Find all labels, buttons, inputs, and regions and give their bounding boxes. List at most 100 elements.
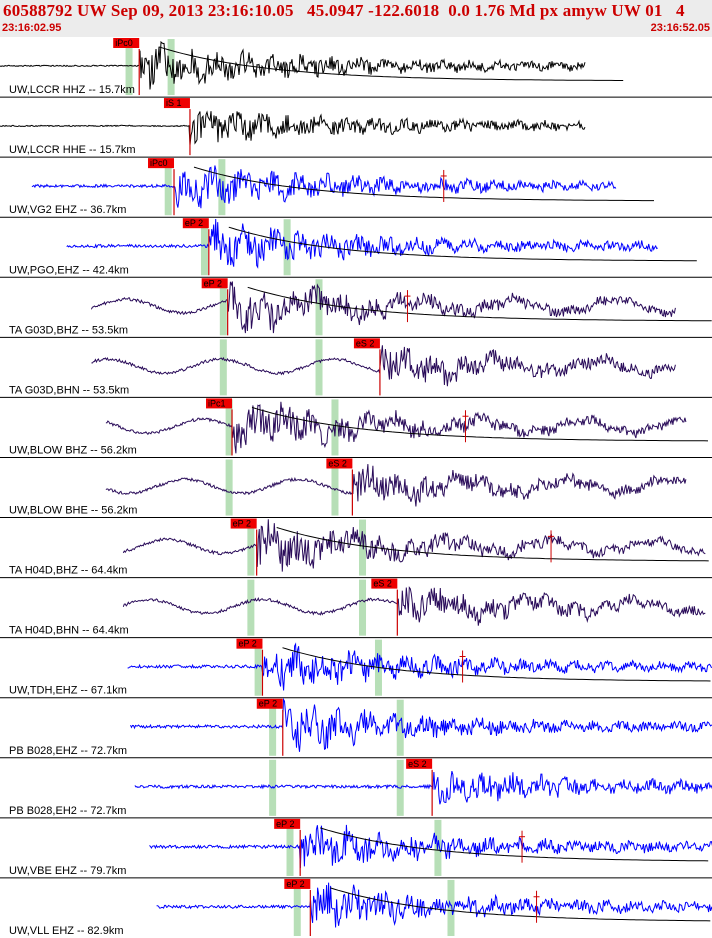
pick-flag <box>371 578 398 589</box>
event-title: 60588792 UW Sep 09, 2013 23:16:10.05 45.… <box>3 1 685 20</box>
waveform <box>105 464 687 507</box>
pick-label: eP 2 <box>204 278 222 288</box>
pick-flag <box>182 218 209 229</box>
waveform <box>0 110 586 146</box>
trace-row: eS 2 TA H04D,BHN -- 64.4km <box>0 577 712 637</box>
coda-curve <box>251 406 709 442</box>
pick-flag <box>236 638 263 649</box>
station-label: UW,LCCR HHZ -- 15.7km <box>9 84 135 96</box>
trace-row: iPc0 UW,LCCR HHZ -- 15.7km <box>0 38 624 96</box>
window-band <box>254 639 262 696</box>
window-band <box>167 39 175 96</box>
waveform <box>134 770 712 805</box>
trace-row: eP 2 UW,VBE EHZ -- 79.7km <box>0 817 712 877</box>
pick-label: eS 2 <box>356 338 375 348</box>
pick-flag <box>113 38 140 48</box>
waveform <box>130 697 712 752</box>
pick-label: eP 2 <box>259 699 277 709</box>
window-band <box>219 279 227 336</box>
window-band <box>315 339 323 396</box>
trace-row: iPc0 UW,VG2 EHZ -- 36.7km <box>0 156 712 216</box>
pick-flag <box>353 338 380 349</box>
pick-label: eP 2 <box>233 519 251 529</box>
window-band <box>359 519 367 576</box>
pick-label: iS 1 <box>166 98 182 108</box>
coda-curve <box>282 647 711 682</box>
pick-label: eP 2 <box>276 819 294 829</box>
window-band <box>225 459 233 516</box>
trace-row: eP 2 UW,PGO,EHZ -- 42.4km <box>0 216 712 276</box>
end-time: 23:16:52.05 <box>650 22 710 34</box>
trace-row: eP 2 PB B028,EHZ -- 72.7km <box>0 697 712 757</box>
coda-curve <box>320 827 709 862</box>
station-label: UW,BLOW BHE -- 56.2km <box>9 505 137 517</box>
waveform <box>31 165 617 209</box>
window-band <box>315 279 323 336</box>
coda-curve <box>276 527 709 562</box>
coda-curve <box>330 887 711 922</box>
waveform <box>122 586 706 626</box>
pick-label: eS 2 <box>328 458 347 468</box>
waveform <box>90 281 676 334</box>
seismogram-panel: iPc0 UW,LCCR HHZ -- 15.7km iS 1 UW,LCCR HHE… <box>0 38 712 937</box>
pick-flag <box>163 98 190 109</box>
start-time: 23:16:02.95 <box>2 22 62 34</box>
trace-row: eS 2 TA G03D,BHN -- 53.5km <box>0 336 712 396</box>
station-label: UW,BLOW BHZ -- 56.2km <box>9 444 137 456</box>
station-label: UW,PGO,EHZ -- 42.4km <box>9 264 129 276</box>
window-band <box>219 339 227 396</box>
station-label: TA H04D,BHN -- 64.4km <box>9 625 129 637</box>
pick-flag <box>274 818 301 829</box>
station-label: UW,LCCR HHE -- 15.7km <box>9 144 136 156</box>
pick-label: iPc0 <box>115 38 133 48</box>
window-band <box>293 879 301 936</box>
coda-curve <box>159 46 624 81</box>
waveform <box>127 642 712 691</box>
window-band <box>218 159 226 216</box>
window-band <box>447 879 455 936</box>
pick-flag <box>256 698 283 709</box>
pick-label: eP 2 <box>238 639 256 649</box>
waveform <box>149 824 712 869</box>
window-band <box>331 459 339 516</box>
trace-row: eP 2 UW,TDH,EHZ -- 67.1km <box>0 637 712 697</box>
pick-label: iPc0 <box>150 158 168 168</box>
trace-row: eS 2 UW,BLOW BHE -- 56.2km <box>0 456 712 517</box>
pick-label: eS 2 <box>373 579 392 589</box>
window-band <box>286 819 294 876</box>
trace-row: eP 2 TA G03D,BHZ -- 53.5km <box>0 276 712 336</box>
pick-label: iPc1 <box>208 398 226 408</box>
window-band <box>396 699 404 756</box>
station-label: PB B028,EH2 -- 72.7km <box>9 805 126 817</box>
window-band <box>125 39 133 96</box>
pick-label: eP 2 <box>286 879 304 889</box>
waveform <box>156 882 712 928</box>
pick-flag <box>201 278 228 289</box>
waveform <box>66 218 658 269</box>
station-label: UW,TDH,EHZ -- 67.1km <box>9 685 127 697</box>
coda-curve <box>247 286 712 322</box>
trace-row: iPc1 UW,BLOW BHZ -- 56.2km <box>0 396 712 456</box>
pick-flag <box>326 458 353 469</box>
coda-curve <box>193 166 654 202</box>
window-band <box>225 399 233 456</box>
station-label: TA H04D,BHZ -- 64.4km <box>9 565 127 577</box>
trace-row: iS 1 UW,LCCR HHE -- 15.7km <box>0 96 712 156</box>
station-label: UW,VBE EHZ -- 79.7km <box>9 865 126 877</box>
trace-row: eS 2 PB B028,EH2 -- 72.7km <box>0 757 712 817</box>
waveform <box>122 519 706 572</box>
window-band <box>247 579 255 636</box>
station-label: PB B028,EHZ -- 72.7km <box>9 745 127 757</box>
waveform <box>105 401 687 454</box>
plot-header: 60588792 UW Sep 09, 2013 23:16:10.05 45.… <box>0 0 712 37</box>
pick-flag <box>230 518 257 529</box>
pick-flag <box>406 758 433 769</box>
pick-label: eS 2 <box>408 759 427 769</box>
pick-label: eP 2 <box>185 218 203 228</box>
waveform <box>91 345 676 387</box>
trace-row: eP 2 TA H04D,BHZ -- 64.4km <box>0 517 712 577</box>
window-band <box>359 579 367 636</box>
pick-flag <box>206 398 233 409</box>
trace-row: eP 2 UW,VLL EHZ -- 82.9km <box>0 877 712 937</box>
station-label: TA G03D,BHZ -- 53.5km <box>9 324 128 336</box>
